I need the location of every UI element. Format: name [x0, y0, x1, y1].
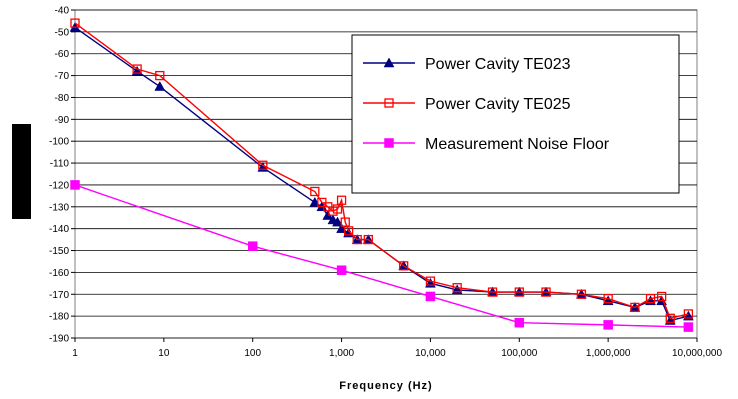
series-2-point-2: [336, 265, 347, 275]
x-tick-label-1: 10: [158, 348, 170, 359]
series-1-point-25: [665, 313, 675, 323]
legend-box: [351, 34, 680, 194]
series-1-point-23: [645, 293, 656, 304]
series-1-point-15: [425, 276, 436, 286]
series-1-point-0: [70, 18, 80, 28]
y-tick-label-7: -110: [50, 159, 70, 170]
y-tick-label-8: -120: [49, 180, 69, 191]
series-2: [70, 180, 694, 332]
y-tick-label-13: -170: [49, 290, 69, 301]
series-1-point-22: [630, 302, 640, 313]
series-1: [70, 18, 694, 323]
x-tick-label-4: 10,000: [415, 348, 446, 359]
series-1-point-1: [132, 64, 142, 74]
y-tick-label-10: -140: [49, 224, 69, 235]
series-2-point-0: [70, 180, 80, 190]
legend-marker-1: [384, 98, 394, 108]
y-axis-label-redaction: [12, 124, 31, 219]
series-2-point-6: [683, 322, 694, 332]
series-1-point-13: [363, 234, 373, 245]
x-tick-label-0: 1: [72, 348, 78, 359]
x-tick-label-6: 1,000,000: [586, 348, 631, 359]
legend-label-0: Power Cavity TE023: [425, 56, 571, 73]
y-tick-label-4: -80: [55, 93, 70, 104]
legend: Power Cavity TE023 Power Cavity TE025 Meas…: [351, 34, 680, 194]
series-1-point-21: [603, 293, 613, 304]
y-tick-label-1: -50: [55, 27, 70, 38]
y-tick-label-3: -70: [55, 71, 70, 82]
x-tick-label-5: 100,000: [501, 348, 538, 359]
series-1-point-19: [541, 287, 551, 297]
series-2-point-5: [603, 320, 613, 330]
legend-label-2: Measurement Noise Floor: [425, 136, 610, 153]
series-1-point-24: [656, 291, 667, 302]
series-1-point-10: [340, 217, 350, 227]
series-1-point-20: [576, 289, 587, 299]
series-1-point-3: [258, 160, 268, 170]
y-tick-label-12: -160: [49, 268, 69, 279]
series-1-point-26: [683, 309, 694, 319]
x-axis-label: Frequency (Hz): [339, 380, 432, 392]
x-axis-ticks: 1 10 100 1,000 10,000 100,000 1,000,000 10,000,…: [72, 338, 722, 359]
legend-marker-0: [383, 57, 395, 68]
series-1-point-2: [155, 70, 165, 81]
series-2-point-3: [425, 291, 436, 302]
y-tick-label-9: -130: [49, 202, 69, 213]
series-1-point-14: [399, 261, 409, 271]
series-1-point-4: [310, 186, 320, 197]
series-2-point-4: [514, 317, 525, 328]
y-tick-label-6: -100: [49, 137, 69, 148]
series-1-point-18: [514, 287, 524, 297]
series-1-point-11: [343, 226, 354, 236]
series-0-point-2: [154, 81, 166, 91]
series-1-point-17: [487, 287, 498, 297]
legend-label-1: Power Cavity TE025: [425, 96, 571, 113]
y-tick-label-15: -190: [49, 334, 69, 345]
y-tick-label-2: -60: [55, 49, 70, 60]
x-tick-label-7: 10,000,000: [672, 348, 722, 359]
y-tick-label-11: -150: [49, 246, 69, 257]
y-tick-label-14: -180: [49, 312, 69, 323]
series-0-point-8: [332, 216, 343, 227]
y-tick-label-0: -40: [55, 6, 70, 17]
x-tick-label-2: 100: [244, 348, 261, 359]
series-1-point-8: [332, 204, 343, 214]
series-group: [69, 18, 694, 332]
series-1-point-16: [452, 283, 462, 293]
y-tick-label-5: -90: [55, 115, 70, 126]
series-1-point-9: [336, 195, 347, 205]
x-tick-label-3: 1,000: [329, 348, 354, 359]
y-axis-ticks: -40 -50 -60 -70 -80 -90 -100 -110 -120 -130 -140 -1…: [49, 6, 75, 345]
series-1-point-12: [352, 234, 362, 245]
series-2-point-1: [247, 241, 258, 251]
legend-marker-2: [384, 138, 394, 148]
